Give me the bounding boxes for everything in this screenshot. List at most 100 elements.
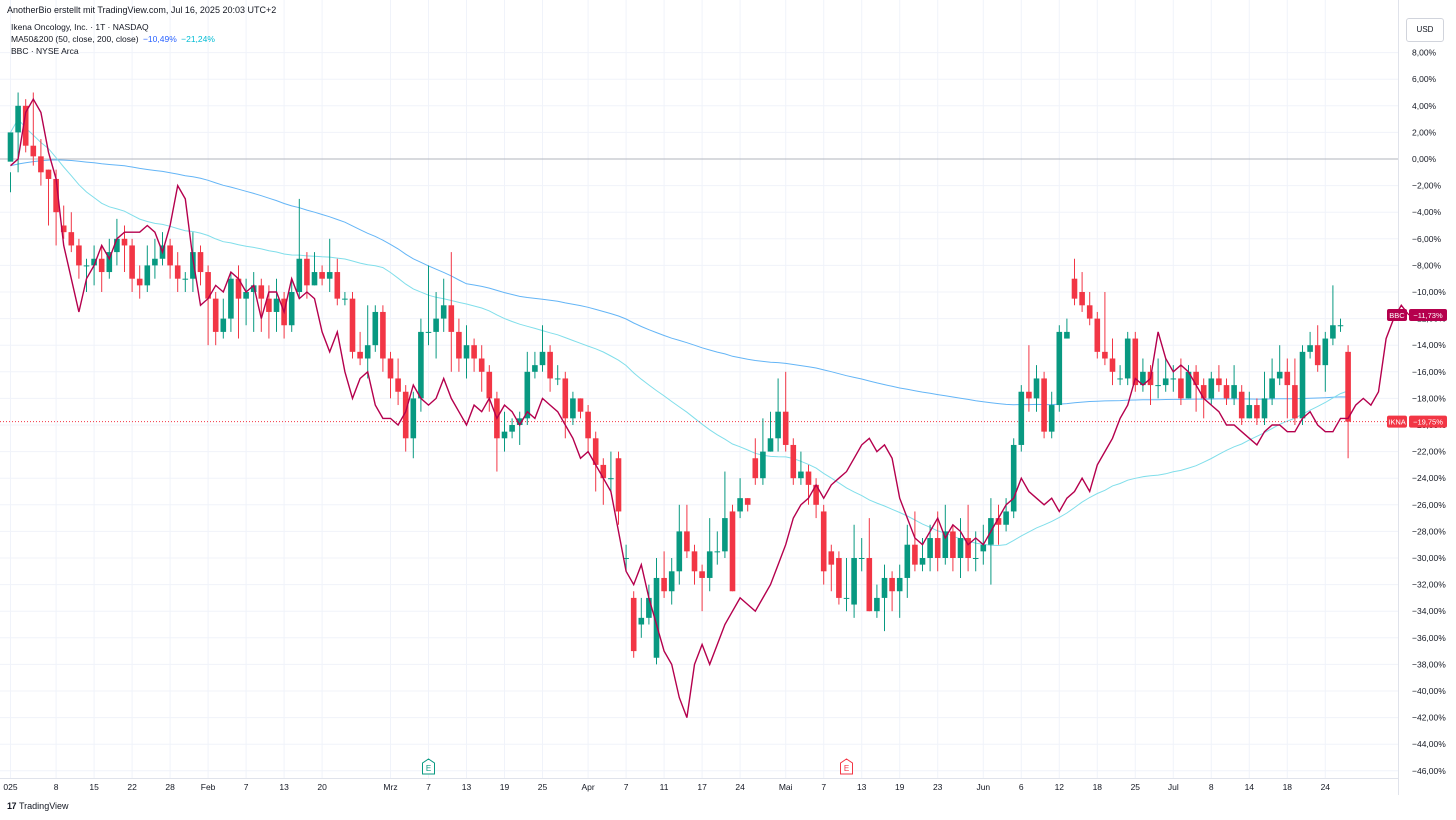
y-tick-label: −40,00% bbox=[1412, 686, 1446, 696]
y-tick-label: −44,00% bbox=[1412, 739, 1446, 749]
y-tick-label: −2,00% bbox=[1412, 181, 1442, 191]
candle-body bbox=[828, 551, 835, 565]
candle-body bbox=[813, 484, 819, 505]
x-tick-label: 11 bbox=[660, 782, 669, 792]
candle-body bbox=[114, 238, 120, 253]
candle-body bbox=[364, 345, 371, 359]
candle-body bbox=[456, 331, 462, 359]
candle-body bbox=[1162, 378, 1169, 386]
candle-body bbox=[60, 225, 67, 233]
candle-body bbox=[1345, 351, 1351, 422]
x-tick-label: 18 bbox=[1283, 782, 1293, 792]
candle-body bbox=[934, 538, 941, 558]
candle-body bbox=[326, 272, 333, 279]
y-tick-label: −34,00% bbox=[1412, 606, 1446, 616]
candle-body bbox=[152, 258, 158, 266]
candle-body bbox=[288, 292, 295, 326]
candle-body bbox=[1216, 378, 1222, 386]
candle-body bbox=[395, 378, 401, 392]
candle-body bbox=[258, 285, 265, 299]
candle-body bbox=[630, 597, 637, 652]
candle-body bbox=[98, 258, 105, 273]
candle-body bbox=[1109, 358, 1116, 372]
candle-body bbox=[334, 272, 341, 299]
candle-body bbox=[1254, 405, 1260, 419]
candle-body bbox=[1284, 371, 1291, 386]
candle-body bbox=[699, 571, 705, 578]
candle-body bbox=[760, 451, 766, 479]
candle-body bbox=[357, 351, 363, 359]
candle-body bbox=[744, 498, 751, 505]
candle-body bbox=[1117, 378, 1123, 380]
y-tick-label: −28,00% bbox=[1412, 526, 1446, 536]
y-tick-label: 8,00% bbox=[1412, 48, 1437, 58]
candle-body bbox=[15, 105, 21, 133]
candle-body bbox=[190, 252, 196, 279]
earnings-marker-label: E bbox=[844, 764, 849, 773]
candle-body bbox=[1330, 325, 1336, 339]
candle-body bbox=[144, 265, 151, 286]
candle-body bbox=[167, 245, 173, 266]
candle-body bbox=[912, 544, 918, 565]
candle-body bbox=[661, 577, 667, 592]
y-tick-label: −24,00% bbox=[1412, 473, 1446, 483]
candle-body bbox=[1307, 345, 1313, 352]
candle-body bbox=[30, 145, 37, 157]
candle-body bbox=[1276, 371, 1283, 379]
x-tick-label: 13 bbox=[279, 782, 289, 792]
candle-body bbox=[866, 558, 873, 612]
x-tick-label: 6 bbox=[1019, 782, 1024, 792]
tradingview-logo[interactable]: 17 TradingView bbox=[7, 801, 69, 811]
y-tick-label: −18,00% bbox=[1412, 393, 1446, 403]
candle-body bbox=[919, 558, 926, 565]
candle-body bbox=[539, 351, 546, 366]
x-tick-label: 8 bbox=[1209, 782, 1214, 792]
candle-body bbox=[927, 538, 933, 558]
candle-body bbox=[402, 391, 409, 439]
candle-body bbox=[342, 298, 348, 300]
ma200-line bbox=[10, 159, 1349, 406]
legend-main-symbol[interactable]: Ikena Oncology, Inc. · 1T · NASDAQ bbox=[11, 22, 149, 32]
y-tick-label: −14,00% bbox=[1412, 340, 1446, 350]
candle-body bbox=[532, 365, 538, 372]
candle-body bbox=[197, 252, 204, 273]
candle-body bbox=[577, 398, 584, 412]
candle-body bbox=[851, 558, 857, 605]
y-tick-label: −22,00% bbox=[1412, 447, 1446, 457]
candle-body bbox=[212, 298, 219, 332]
x-tick-label: 23 bbox=[933, 782, 943, 792]
earnings-marker bbox=[422, 758, 435, 775]
bbc-value: −11,73% bbox=[1413, 311, 1443, 320]
candle-body bbox=[266, 298, 272, 312]
candle-body bbox=[228, 278, 234, 319]
candle-body bbox=[83, 265, 90, 267]
candle-body bbox=[106, 252, 113, 273]
x-tick-label: 14 bbox=[1245, 782, 1255, 792]
candle-body bbox=[471, 345, 477, 359]
x-tick-label: 12 bbox=[1055, 782, 1065, 792]
candle-body bbox=[737, 498, 743, 512]
candle-body bbox=[1094, 318, 1101, 352]
legend-compare-symbol[interactable]: BBC · NYSE Arca bbox=[11, 46, 79, 56]
candle-body bbox=[425, 331, 432, 333]
candle-body bbox=[410, 398, 417, 439]
x-tick-label: 24 bbox=[735, 782, 745, 792]
candle-body bbox=[1064, 331, 1070, 339]
candle-body bbox=[1337, 325, 1344, 327]
bbc-symbol: BBC bbox=[1389, 311, 1405, 320]
currency-button[interactable]: USD bbox=[1406, 18, 1444, 42]
candle-body bbox=[1208, 378, 1215, 399]
legend-ma-indicator[interactable]: MA50&200 (50, close, 200, close) −10,49%… bbox=[11, 34, 217, 44]
candle-body bbox=[174, 265, 181, 279]
candle-body bbox=[1170, 378, 1177, 380]
x-tick-label: 7 bbox=[821, 782, 826, 792]
candle-body bbox=[380, 311, 386, 359]
candle-body bbox=[995, 518, 1002, 525]
candle-body bbox=[1079, 292, 1085, 306]
ma50-line bbox=[10, 118, 1349, 547]
x-tick-label: 025 bbox=[3, 782, 17, 792]
candle-body bbox=[1299, 351, 1306, 419]
candle-body bbox=[980, 544, 987, 552]
x-tick-label: Jul bbox=[1168, 782, 1179, 792]
